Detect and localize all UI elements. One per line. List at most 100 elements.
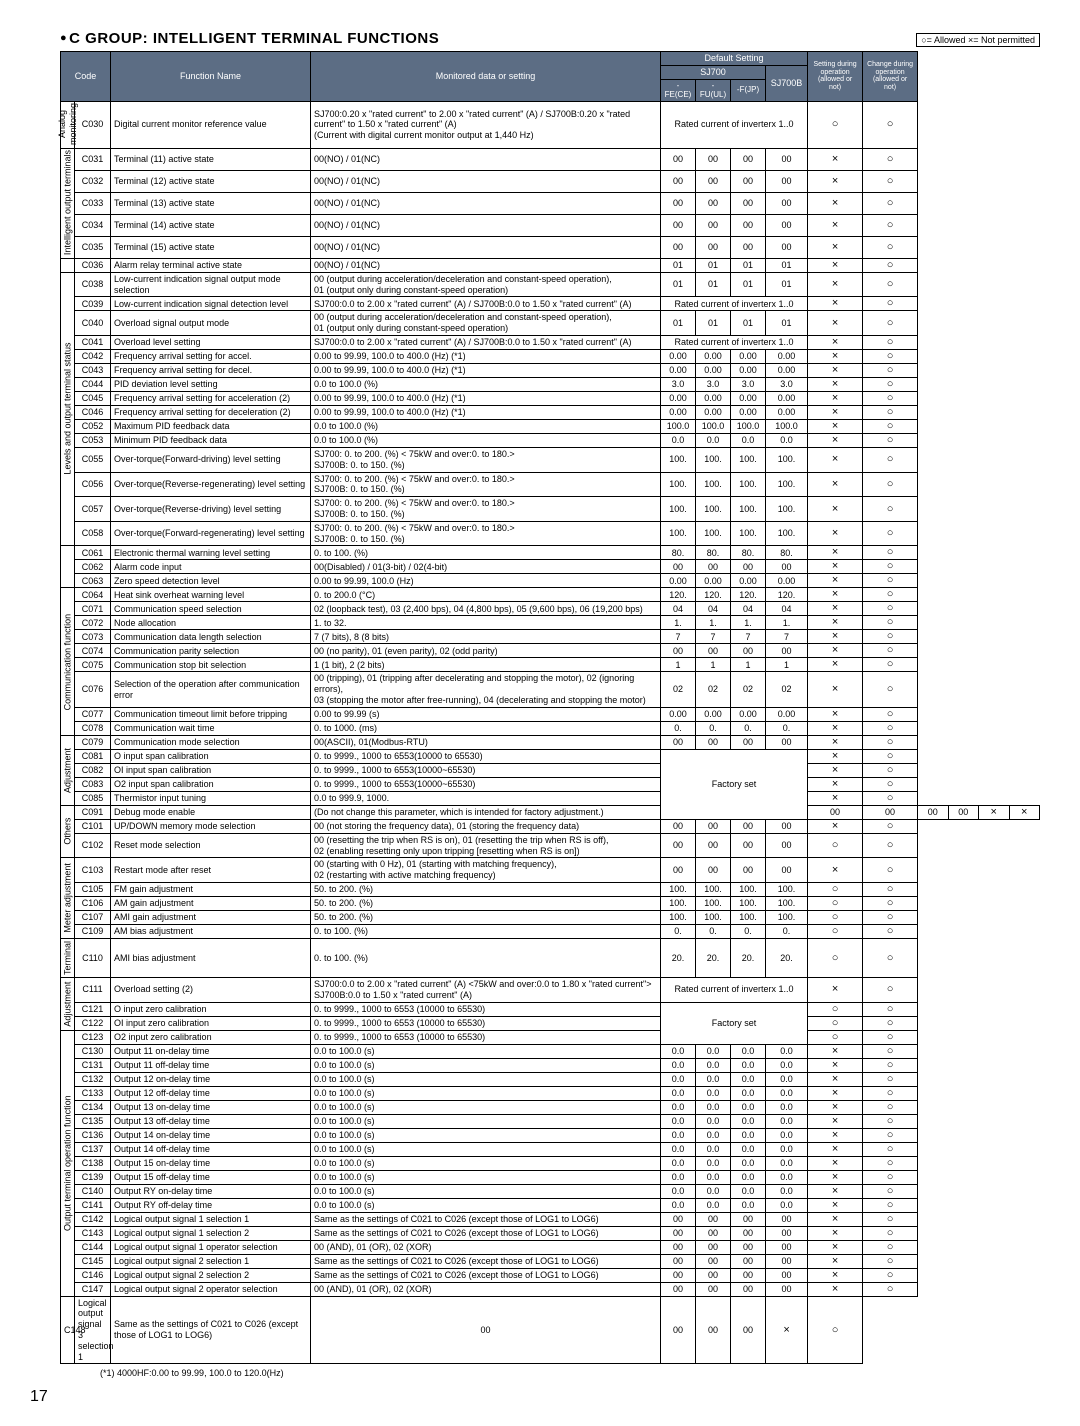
default-cell: 00	[766, 1226, 808, 1240]
setting-cell: ×	[979, 805, 1009, 819]
default-cell: 00	[731, 192, 766, 214]
default-cell: 100.	[696, 521, 731, 546]
default-cell: 01	[661, 311, 696, 336]
monitored-cell: 00(ASCII), 01(Modbus-RTU)	[311, 735, 661, 749]
setting-cell: ×	[808, 1254, 863, 1268]
footnote: (*1) 4000HF:0.00 to 99.99, 100.0 to 120.…	[100, 1368, 1040, 1378]
default-cell: 01	[661, 258, 696, 272]
name-cell: Logical output signal 1 operator selecti…	[111, 1240, 311, 1254]
code-cell: C046	[75, 406, 111, 420]
monitored-cell: 0.0 to 100.0 (s)	[311, 1100, 661, 1114]
default-cell: 01	[766, 311, 808, 336]
default-cell: 00	[766, 1254, 808, 1268]
default-cell: 04	[731, 602, 766, 616]
monitored-cell: 0.0 to 100.0 (s)	[311, 1058, 661, 1072]
table-row: C134Output 13 on-delay time0.0 to 100.0 …	[61, 1100, 1040, 1114]
default-cell: 00	[766, 1212, 808, 1226]
monitored-cell: 0.00 to 99.99, 100.0 (Hz)	[311, 574, 661, 588]
code-cell: C052	[75, 420, 111, 434]
default-cell: 0.0	[731, 1114, 766, 1128]
default-cell: 0.0	[766, 1198, 808, 1212]
change-cell: ○	[863, 658, 918, 672]
name-cell: O2 input zero calibration	[111, 1030, 311, 1044]
table-row: C062Alarm code input00(Disabled) / 01(3-…	[61, 560, 1040, 574]
monitored-cell: 0. to 9999., 1000 to 6553 (10000 to 6553…	[311, 1030, 661, 1044]
default-cell: 00	[696, 819, 731, 833]
change-cell: ○	[863, 392, 918, 406]
code-cell: C146	[75, 1268, 111, 1282]
code-cell: C035	[75, 236, 111, 258]
monitored-cell: 50. to 200. (%)	[311, 883, 661, 897]
setting-cell: ○	[808, 883, 863, 897]
setting-cell: ×	[808, 707, 863, 721]
code-cell: C134	[75, 1100, 111, 1114]
table-row: C146Logical output signal 2 selection 2S…	[61, 1268, 1040, 1282]
default-cell: 3.0	[696, 378, 731, 392]
table-row: C083O2 input span calibration0. to 9999.…	[61, 777, 1040, 791]
change-cell: ○	[863, 588, 918, 602]
code-cell: C056	[75, 472, 111, 497]
table-row: C052Maximum PID feedback data0.0 to 100.…	[61, 420, 1040, 434]
change-cell: ○	[863, 1086, 918, 1100]
default-cell: 00	[661, 236, 696, 258]
code-cell: C105	[75, 883, 111, 897]
table-row: C106AM gain adjustment50. to 200. (%)100…	[61, 897, 1040, 911]
default-cell: 00	[696, 833, 731, 858]
default-cell: 00	[696, 735, 731, 749]
name-cell: Output 14 on-delay time	[111, 1128, 311, 1142]
table-row: C061Electronic thermal warning level set…	[61, 546, 1040, 560]
name-cell: O2 input span calibration	[111, 777, 311, 791]
name-cell: UP/DOWN memory mode selection	[111, 819, 311, 833]
name-cell: Output 13 off-delay time	[111, 1114, 311, 1128]
default-cell: 00	[661, 1212, 696, 1226]
default-cell: 0.00	[661, 707, 696, 721]
name-cell: O input span calibration	[111, 749, 311, 763]
default-cell: 0.0	[766, 1170, 808, 1184]
default-cell: 00	[696, 560, 731, 574]
name-cell: Output 11 off-delay time	[111, 1058, 311, 1072]
default-cell: 00	[731, 858, 766, 883]
change-cell: ○	[863, 1282, 918, 1296]
default-cell: 00	[808, 805, 863, 819]
default-cell: 0.0	[661, 1058, 696, 1072]
change-cell: ○	[863, 378, 918, 392]
code-cell: C141	[75, 1198, 111, 1212]
default-cell: 80.	[661, 546, 696, 560]
default-cell: 80.	[731, 546, 766, 560]
default-cell: 120.	[766, 588, 808, 602]
default-cell: 00	[766, 170, 808, 192]
change-cell: ○	[863, 925, 918, 939]
setting-cell: ×	[808, 448, 863, 473]
code-cell: C147	[75, 1282, 111, 1296]
monitored-cell: 00 (tripping), 01 (tripping after decele…	[311, 672, 661, 707]
name-cell: Electronic thermal warning level setting	[111, 546, 311, 560]
change-cell: ○	[863, 707, 918, 721]
change-cell: ○	[863, 236, 918, 258]
default-cell: 00	[766, 148, 808, 170]
default-cell: 0.00	[731, 574, 766, 588]
default-cell: 0.	[661, 721, 696, 735]
category-label: Intelligent output terminals	[61, 148, 75, 258]
default-cell: 0.	[661, 925, 696, 939]
change-cell: ○	[863, 858, 918, 883]
change-cell: ○	[863, 777, 918, 791]
default-cell: 00	[766, 214, 808, 236]
default-cell: 00	[661, 1240, 696, 1254]
code-cell: C144	[75, 1240, 111, 1254]
code-cell: C058	[75, 521, 111, 546]
table-row: C138Output 15 on-delay time0.0 to 100.0 …	[61, 1156, 1040, 1170]
name-cell: Low-current indication signal output mod…	[111, 272, 311, 297]
default-cell: 00	[661, 735, 696, 749]
change-cell: ○	[863, 101, 918, 148]
default-cell: 0.00	[766, 574, 808, 588]
default-cell: 100.	[766, 497, 808, 522]
name-cell: AM bias adjustment	[111, 925, 311, 939]
default-cell: 0.00	[731, 707, 766, 721]
default-cell: 100.	[661, 897, 696, 911]
table-row: C081O input span calibration0. to 9999.,…	[61, 749, 1040, 763]
default-cell: 00	[918, 805, 948, 819]
change-cell: ○	[863, 1156, 918, 1170]
table-row: C077Communication timeout limit before t…	[61, 707, 1040, 721]
change-cell: ○	[863, 1226, 918, 1240]
name-cell: O input zero calibration	[111, 1002, 311, 1016]
